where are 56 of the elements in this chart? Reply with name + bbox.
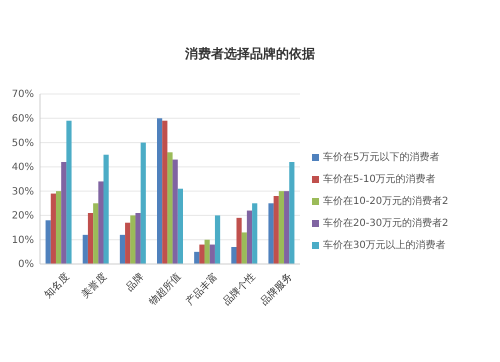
bar bbox=[120, 234, 126, 264]
bar bbox=[135, 213, 141, 264]
bar bbox=[140, 142, 146, 264]
bar bbox=[236, 218, 242, 264]
x-tick-label: 产品丰富 bbox=[184, 270, 220, 308]
y-tick-label: 70% bbox=[12, 89, 34, 100]
legend-label: 车价在5万元以下的消费者 bbox=[323, 151, 440, 163]
bar bbox=[66, 120, 72, 264]
bar bbox=[246, 210, 252, 264]
legend-label: 车价在20-30万元的消费者2 bbox=[323, 217, 448, 229]
bar bbox=[268, 203, 274, 264]
legend-label: 车价在5-10万元的消费者 bbox=[323, 173, 436, 185]
bar bbox=[284, 191, 290, 264]
legend-label: 车价在30万元以上的消费者 bbox=[323, 239, 446, 251]
bar bbox=[199, 244, 205, 264]
bar bbox=[252, 203, 258, 264]
bar bbox=[289, 162, 294, 264]
y-tick-label: 10% bbox=[12, 234, 34, 246]
bar bbox=[56, 191, 62, 264]
bar bbox=[50, 194, 56, 264]
bar bbox=[162, 120, 168, 264]
x-tick-label: 美誉度 bbox=[79, 270, 109, 300]
y-tick-label: 20% bbox=[12, 210, 34, 222]
bar bbox=[98, 181, 104, 264]
bar bbox=[125, 222, 130, 264]
bar bbox=[204, 240, 210, 264]
y-tick-label: 40% bbox=[12, 162, 34, 174]
bar bbox=[130, 215, 136, 264]
x-tick-label: 品牌服务 bbox=[258, 270, 295, 308]
bar bbox=[278, 191, 284, 264]
bar bbox=[178, 188, 183, 264]
bar bbox=[93, 203, 98, 264]
y-tick-label: 30% bbox=[12, 186, 34, 198]
bar bbox=[167, 152, 173, 264]
bar bbox=[242, 232, 247, 264]
bar bbox=[210, 244, 215, 264]
bar bbox=[274, 196, 279, 264]
bar bbox=[82, 234, 88, 264]
bar bbox=[194, 252, 200, 264]
bar bbox=[61, 162, 66, 264]
y-tick-label: 60% bbox=[12, 113, 34, 124]
bar bbox=[172, 160, 178, 264]
bar bbox=[157, 118, 162, 264]
x-tick-label: 知名度 bbox=[42, 270, 72, 300]
bar bbox=[46, 220, 51, 264]
chart-title: 消费者选择品牌的依据 bbox=[184, 46, 315, 62]
x-tick-label: 品牌 bbox=[123, 270, 146, 294]
y-tick-label: 50% bbox=[12, 138, 34, 149]
x-tick-label: 品牌个性 bbox=[220, 270, 258, 308]
legend-label: 车价在10-20万元的消费者2 bbox=[323, 195, 448, 207]
bar bbox=[104, 154, 109, 264]
bar bbox=[88, 213, 94, 264]
x-tick-label: 物超所值 bbox=[146, 270, 184, 308]
bar bbox=[231, 247, 236, 264]
y-tick-label: 0% bbox=[18, 259, 34, 270]
bar bbox=[214, 215, 220, 264]
